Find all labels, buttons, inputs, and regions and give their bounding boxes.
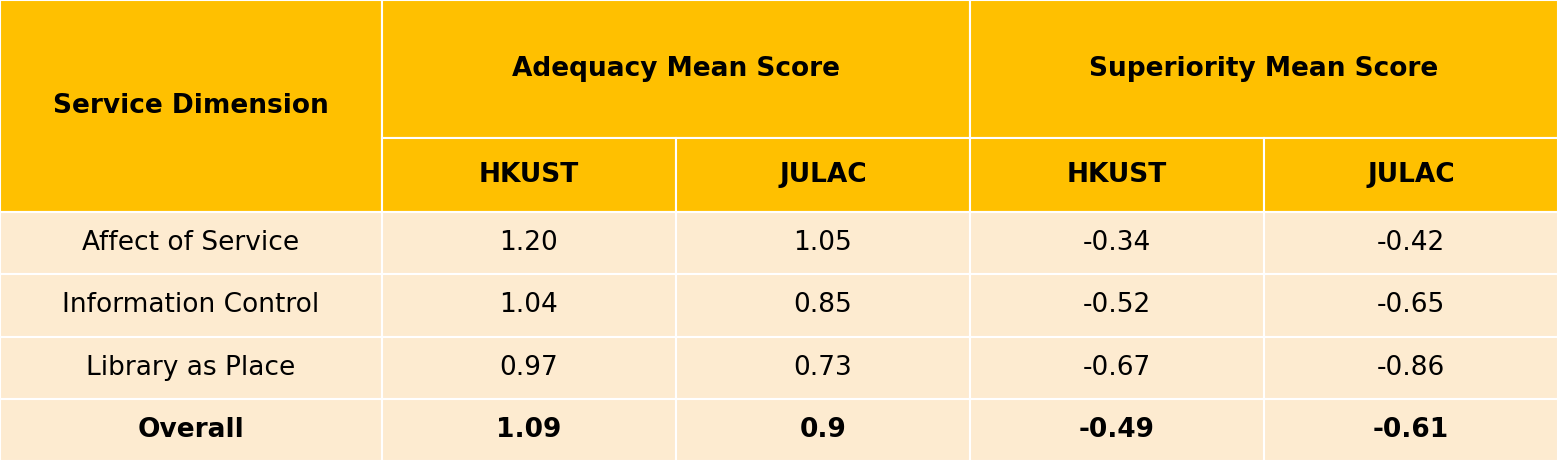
Bar <box>1264 399 1558 461</box>
Text: -0.67: -0.67 <box>1083 355 1151 381</box>
Bar <box>971 337 1264 399</box>
Bar <box>382 212 676 274</box>
Bar <box>676 212 971 274</box>
Bar <box>382 337 676 399</box>
Bar <box>1264 274 1558 337</box>
Bar <box>971 138 1264 212</box>
Text: Adequacy Mean Score: Adequacy Mean Score <box>513 56 840 82</box>
Text: -0.86: -0.86 <box>1377 355 1446 381</box>
Text: -0.42: -0.42 <box>1377 230 1446 256</box>
Bar <box>0 0 382 212</box>
Bar <box>971 399 1264 461</box>
Text: HKUST: HKUST <box>1067 162 1167 188</box>
Text: Superiority Mean Score: Superiority Mean Score <box>1089 56 1438 82</box>
Text: 1.20: 1.20 <box>500 230 558 256</box>
Text: 1.04: 1.04 <box>500 292 558 319</box>
Text: Affect of Service: Affect of Service <box>83 230 299 256</box>
Text: JULAC: JULAC <box>1368 162 1455 188</box>
Bar <box>676 274 971 337</box>
Text: 1.09: 1.09 <box>495 417 561 443</box>
Bar <box>0 337 382 399</box>
Text: Overall: Overall <box>137 417 245 443</box>
Text: HKUST: HKUST <box>478 162 580 188</box>
Text: 1.05: 1.05 <box>793 230 852 256</box>
Bar <box>971 274 1264 337</box>
Text: Library as Place: Library as Place <box>86 355 296 381</box>
Text: -0.52: -0.52 <box>1083 292 1151 319</box>
Bar <box>382 138 676 212</box>
Text: JULAC: JULAC <box>779 162 866 188</box>
Text: Information Control: Information Control <box>62 292 319 319</box>
Bar <box>0 212 382 274</box>
Bar <box>971 0 1558 138</box>
Bar <box>382 399 676 461</box>
Text: 0.73: 0.73 <box>793 355 852 381</box>
Bar <box>0 274 382 337</box>
Bar <box>382 0 971 138</box>
Text: Service Dimension: Service Dimension <box>53 93 329 119</box>
Text: -0.61: -0.61 <box>1373 417 1449 443</box>
Bar <box>0 399 382 461</box>
Bar <box>676 337 971 399</box>
Bar <box>676 138 971 212</box>
Bar <box>1264 212 1558 274</box>
Text: 0.97: 0.97 <box>500 355 558 381</box>
Bar <box>971 212 1264 274</box>
Text: -0.49: -0.49 <box>1080 417 1154 443</box>
Bar <box>382 274 676 337</box>
Text: -0.34: -0.34 <box>1083 230 1151 256</box>
Text: 0.9: 0.9 <box>799 417 846 443</box>
Text: 0.85: 0.85 <box>793 292 852 319</box>
Text: -0.65: -0.65 <box>1377 292 1446 319</box>
Bar <box>1264 337 1558 399</box>
Bar <box>676 399 971 461</box>
Bar <box>1264 138 1558 212</box>
